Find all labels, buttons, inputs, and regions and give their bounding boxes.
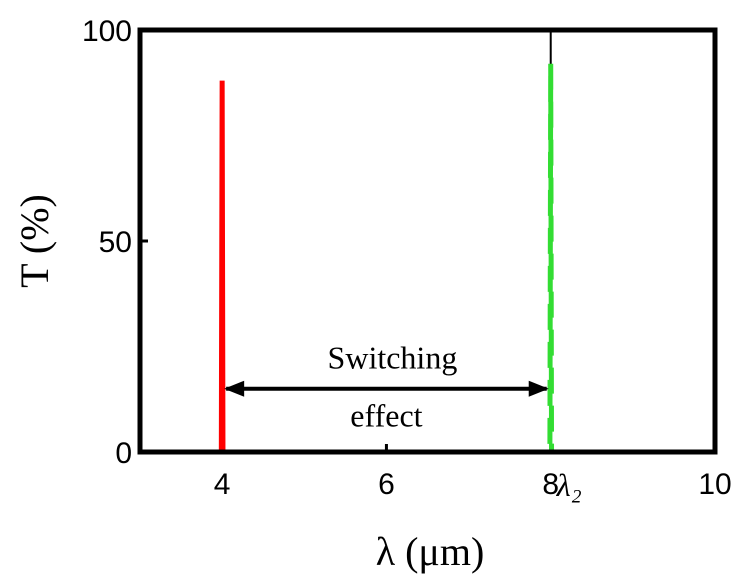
arrow-head — [224, 380, 245, 397]
x-tick-label: 10 — [698, 468, 731, 501]
y-tick-label: 50 — [99, 226, 132, 259]
y-axis-label: T (%) — [12, 194, 57, 288]
y-tick-label: 0 — [115, 437, 132, 470]
x-tick-label: 8 — [542, 468, 559, 501]
plot-frame — [137, 27, 718, 455]
annotation-text: Switching — [328, 340, 458, 376]
x-axis-label: λ (μm) — [376, 529, 485, 574]
y-tick-label: 100 — [82, 15, 132, 48]
annotation-text: effect — [350, 398, 422, 434]
series-line — [140, 63, 715, 455]
reference-label: λ₂ — [556, 467, 582, 503]
series-line — [140, 80, 715, 455]
x-tick-label: 6 — [378, 468, 395, 501]
arrow-head — [528, 380, 549, 397]
x-tick-label: 4 — [214, 468, 231, 501]
